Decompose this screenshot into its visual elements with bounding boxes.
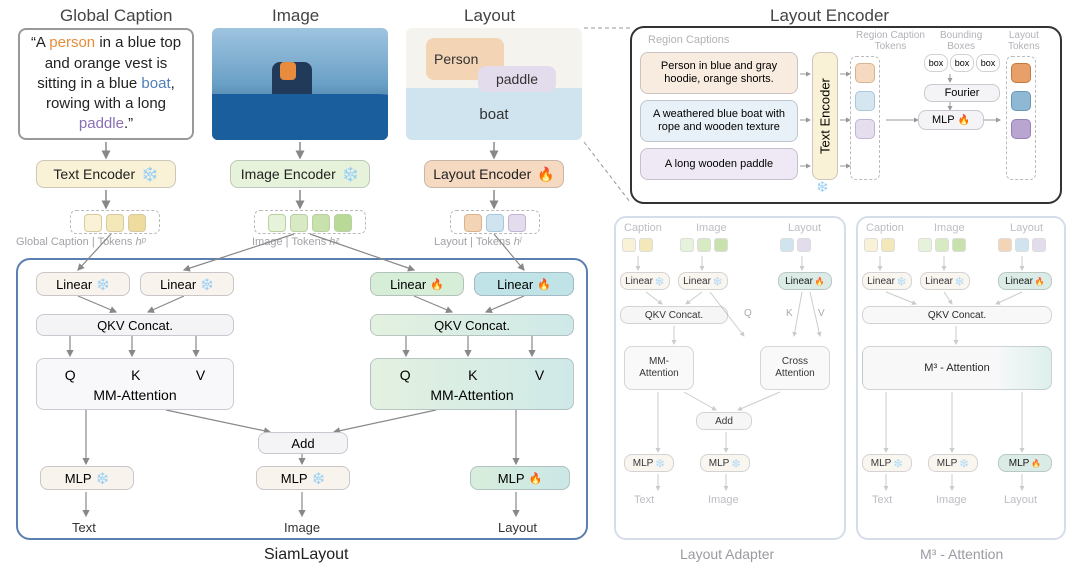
mini-la-mlp1: MLP❄️ <box>624 454 674 472</box>
out-layout: Layout <box>498 520 537 535</box>
add-block: Add <box>258 432 348 454</box>
out-text: Text <box>72 520 96 535</box>
mini-m3-out-text: Text <box>872 494 892 506</box>
image-tokens-label: Image | Tokens hᶻ <box>252 236 339 248</box>
mini-la-mlp2: MLP❄️ <box>700 454 750 472</box>
mini-m3-attn: M³ - Attention <box>862 346 1052 390</box>
le-text-encoder: Text Encoder <box>812 52 838 180</box>
mini-m3-image: Image <box>934 222 965 234</box>
global-caption-box: “A person in a blue top and orange vest … <box>18 28 194 140</box>
image-photo <box>212 28 388 140</box>
layout-paddle: paddle <box>478 66 556 92</box>
mini-la-mm: MM- Attention <box>624 346 694 390</box>
le-fourier: Fourier <box>924 84 1000 102</box>
mlp-image: MLP❄️ <box>256 466 350 490</box>
qkv-concat-left: QKV Concat. <box>36 314 234 336</box>
mini-la-caption: Caption <box>624 222 662 234</box>
snow-icon: ❄️ <box>342 166 359 183</box>
le-layout-tokens-col <box>1006 56 1036 180</box>
qkv-concat-right: QKV Concat. <box>370 314 574 336</box>
caption-word-person: person <box>49 34 95 51</box>
le-region-caption-tokens-label: Region Caption Tokens <box>856 30 925 52</box>
mini-la-image: Image <box>696 222 727 234</box>
caption-word-paddle: paddle <box>79 115 124 132</box>
mini-m3-caption: Caption <box>866 222 904 234</box>
mm-attention-left: QKV MM-Attention <box>36 358 234 410</box>
mini-la-linear1: Linear❄️ <box>620 272 670 290</box>
layout-boat: boat <box>406 88 582 140</box>
linear-layout: Linear🔥 <box>474 272 574 296</box>
mini-m3-mlp3: MLP🔥 <box>998 454 1052 472</box>
fire-icon: 🔥 <box>537 166 554 183</box>
mini-m3-caption-tokens <box>864 238 895 252</box>
layout-adapter-title: Layout Adapter <box>680 546 774 562</box>
layout-diagram: boat Person paddle <box>406 28 582 140</box>
siamlayout-title: SiamLayout <box>264 546 349 564</box>
mlp-text: MLP❄️ <box>40 466 134 490</box>
header-layout-encoder: Layout Encoder <box>770 6 889 26</box>
mini-la-image-tokens <box>680 238 728 252</box>
mini-la-layout-tokens <box>780 238 811 252</box>
mini-la-v: V <box>818 308 825 319</box>
global-caption-tokens <box>70 210 160 234</box>
mini-m3-mlp2: MLP❄️ <box>928 454 978 472</box>
le-mlp: MLP🔥 <box>918 110 984 130</box>
caption-word-boat: boat <box>141 75 170 92</box>
mini-la-k: K <box>786 308 793 319</box>
layout-tokens <box>450 210 540 234</box>
header-global-caption: Global Caption <box>60 6 172 26</box>
text-encoder: Text Encoder❄️ <box>36 160 176 188</box>
mini-la-linear3: Linear🔥 <box>778 272 832 290</box>
le-cap3: A long wooden paddle <box>640 148 798 180</box>
le-region-captions-label: Region Captions <box>648 34 729 46</box>
mini-la-qkv: QKV Concat. <box>620 306 728 324</box>
le-cap1: Person in blue and gray hoodie, orange s… <box>640 52 798 94</box>
mini-la-q: Q <box>744 308 752 319</box>
linear-image-left: Linear❄️ <box>140 272 234 296</box>
mlp-layout: MLP🔥 <box>470 466 570 490</box>
mini-la-out-text: Text <box>634 494 654 506</box>
mini-la-linear2: Linear❄️ <box>678 272 728 290</box>
le-bbox-row: box box box <box>924 54 1000 72</box>
mini-m3-out-layout: Layout <box>1004 494 1037 506</box>
mini-m3-layout: Layout <box>1010 222 1043 234</box>
linear-image-right: Linear🔥 <box>370 272 464 296</box>
out-image: Image <box>284 520 320 535</box>
header-layout: Layout <box>464 6 515 26</box>
image-tokens <box>254 210 366 234</box>
mini-la-out-image: Image <box>708 494 739 506</box>
mini-m3-image-tokens <box>918 238 966 252</box>
mini-m3-linear2: Linear❄️ <box>920 272 970 290</box>
le-region-tokens <box>850 56 880 180</box>
le-bounding-boxes-label: Bounding Boxes <box>940 30 982 52</box>
layout-tokens-label: Layout | Tokens hˡ <box>434 236 521 248</box>
mini-m3-out-image: Image <box>936 494 967 506</box>
global-caption-tokens-label: Global Caption | Tokens hᵖ <box>16 236 146 248</box>
image-encoder: Image Encoder❄️ <box>230 160 370 188</box>
mm-attention-right: QKV MM-Attention <box>370 358 574 410</box>
linear-text: Linear❄️ <box>36 272 130 296</box>
snow-icon: ❄️ <box>816 182 828 193</box>
mini-m3-layout-tokens <box>998 238 1046 252</box>
mini-la-cross: Cross Attention <box>760 346 830 390</box>
m3-attention-title: M³ - Attention <box>920 546 1003 562</box>
snow-icon: ❄️ <box>141 166 158 183</box>
mini-la-caption-tokens <box>622 238 653 252</box>
header-image: Image <box>272 6 319 26</box>
mini-m3-linear1: Linear❄️ <box>862 272 912 290</box>
le-cap2: A weathered blue boat with rope and wood… <box>640 100 798 142</box>
mini-la-add: Add <box>696 412 752 430</box>
mini-m3-qkv: QKV Concat. <box>862 306 1052 324</box>
le-layout-tokens-label: Layout Tokens <box>1008 30 1040 52</box>
mini-la-layout: Layout <box>788 222 821 234</box>
layout-encoder-block: Layout Encoder🔥 <box>424 160 564 188</box>
mini-m3-linear3: Linear🔥 <box>998 272 1052 290</box>
mini-m3-mlp1: MLP❄️ <box>862 454 912 472</box>
